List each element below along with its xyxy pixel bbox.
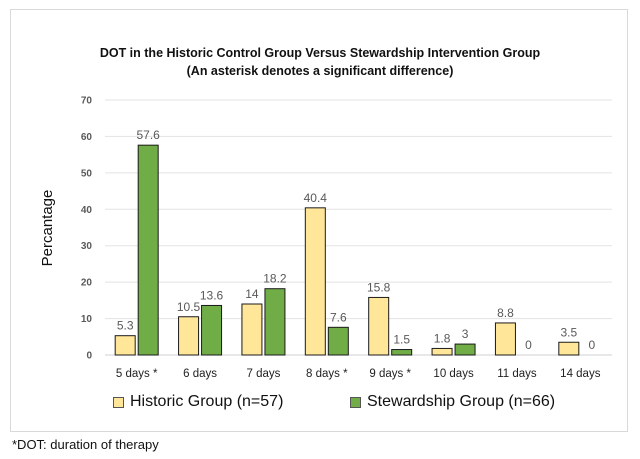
data-label-historic: 14 (245, 287, 259, 301)
data-label-historic: 3.5 (560, 325, 577, 339)
x-category-label: 14 days (560, 368, 601, 380)
x-axis-categories: 5 days * 6 days 7 days 8 days * 9 days * 10 d… (116, 368, 601, 380)
chart-title: DOT in the Historic Control Group Versus… (99, 46, 541, 60)
y-tick-label: 50 (81, 168, 93, 179)
y-tick-label: 40 (81, 205, 93, 216)
data-label-stewardship: 18.2 (263, 272, 287, 286)
data-label-stewardship: 57.6 (137, 128, 161, 142)
legend-swatch-historic (113, 396, 124, 408)
bar-historic (368, 296, 390, 356)
bar-stewardship (391, 349, 413, 356)
x-category-label: 8 days * (306, 368, 348, 380)
bar-historic (431, 347, 453, 356)
x-category-label: 6 days (183, 368, 217, 380)
data-label-historic: 15.8 (367, 280, 391, 294)
data-label-stewardship: 0 (525, 338, 532, 352)
x-category-label: 7 days (246, 368, 280, 380)
bar-stewardship (264, 288, 286, 356)
footnote: *DOT: duration of therapy (12, 437, 159, 452)
data-label-stewardship: 1.5 (393, 333, 410, 347)
data-label-stewardship: 3 (462, 327, 469, 341)
data-label-stewardship: 0 (588, 338, 595, 352)
data-label-historic: 8.8 (497, 306, 514, 320)
y-tick-label: 30 (81, 241, 93, 252)
chart-subtitle: (An asterisk denotes a significant diffe… (186, 64, 454, 78)
data-labels: 5.3 57.6 10.513.6 14 18.2 40.4 7.6 15.8 1.5 1.8 3 8… (117, 128, 596, 352)
legend-label-stewardship: Stewardship Group (n=66) (367, 393, 556, 410)
bar-historic (304, 207, 326, 356)
bar-stewardship (454, 343, 476, 356)
bar-historic (494, 322, 516, 356)
x-category-label: 9 days * (369, 368, 411, 380)
y-tick-label: 60 (81, 132, 93, 143)
data-label-historic: 5.3 (117, 319, 134, 333)
y-tick-label: 20 (81, 278, 93, 289)
data-label-historic: 10.5 (177, 300, 201, 314)
bar-stewardship (137, 144, 159, 356)
bar-stewardship (327, 326, 349, 356)
bar-stewardship (201, 304, 223, 356)
legend-item-stewardship: Stewardship Group (n=66) (350, 393, 555, 411)
bar-historic (558, 341, 580, 356)
y-tick-label: 0 (86, 351, 92, 362)
y-axis-label: Percantage (39, 190, 56, 267)
bar-historic (178, 316, 200, 356)
data-label-historic: 40.4 (304, 191, 328, 205)
legend-label-historic: Historic Group (n=57) (130, 393, 284, 410)
bars (114, 144, 580, 356)
y-tick-label: 10 (81, 314, 93, 325)
legend-item-historic: Historic Group (n=57) (113, 393, 283, 411)
data-label-stewardship: 13.6 (200, 288, 224, 302)
y-axis-ticks: 0 10 20 30 40 50 60 70 (81, 96, 93, 362)
y-tick-label: 70 (81, 96, 93, 107)
x-category-label: 5 days * (116, 368, 158, 380)
legend-swatch-stewardship (350, 396, 361, 408)
bar-historic (241, 303, 263, 356)
x-category-label: 11 days (497, 368, 537, 380)
data-label-historic: 1.8 (434, 331, 451, 345)
gridlines (105, 99, 612, 356)
data-label-stewardship: 7.6 (330, 310, 347, 324)
x-category-label: 10 days (433, 368, 474, 380)
bar-historic (114, 335, 136, 356)
